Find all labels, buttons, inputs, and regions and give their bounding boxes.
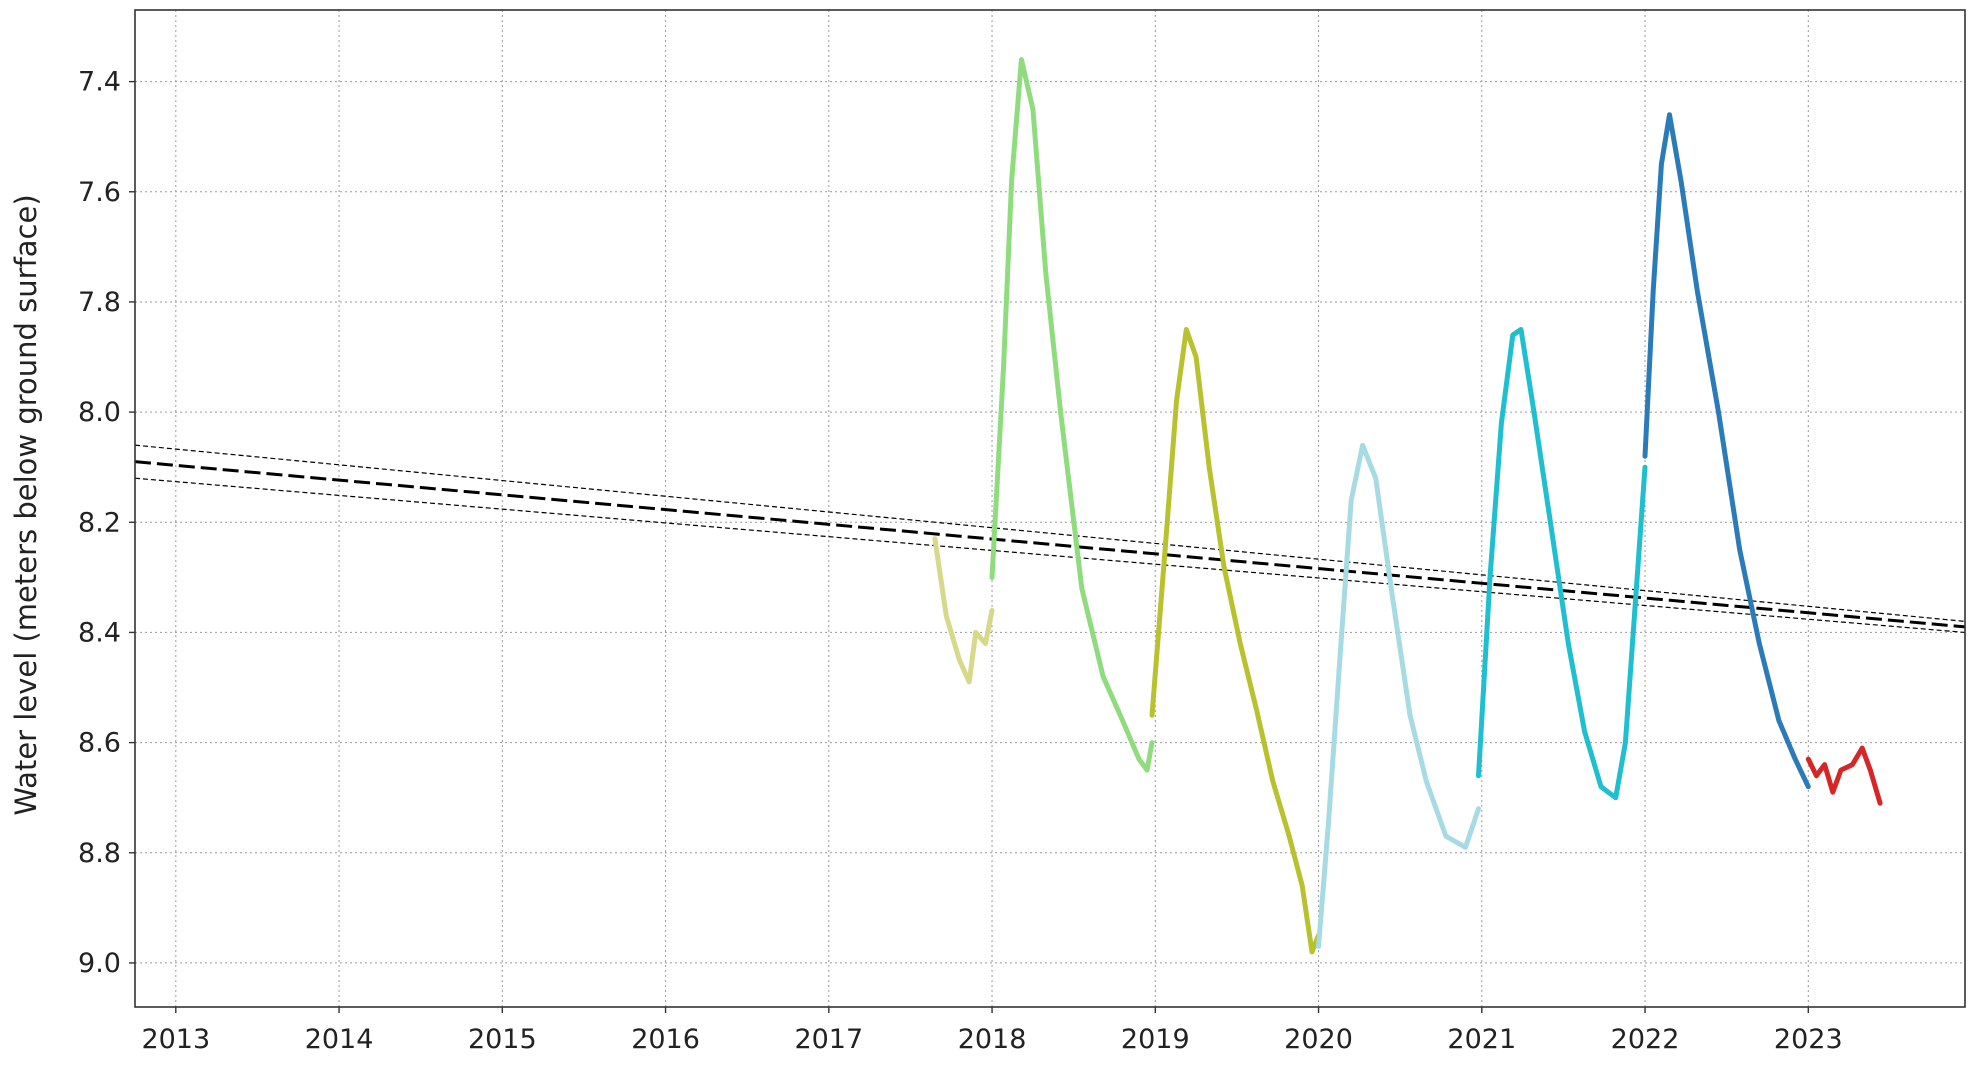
x-axis: 2013 2014 2015 2016 2017 2018 2019 2020 2021 2022… (141, 1007, 1843, 1055)
x-tick-label: 2023 (1774, 1024, 1843, 1055)
x-tick-label: 2015 (468, 1024, 537, 1055)
x-tick-label: 2019 (1121, 1024, 1190, 1055)
series-line-4 (1316, 442, 1481, 949)
confidence-line-upper (134, 444, 1966, 623)
x-tick-label: 2013 (141, 1024, 210, 1055)
y-tick-label: 9.0 (78, 948, 121, 979)
y-axis: 7.4 7.6 7.8 8.0 8.2 8.4 8.6 8.8 9.0 (78, 67, 135, 979)
x-tick-label: 2016 (631, 1024, 700, 1055)
y-tick-label: 8.2 (78, 507, 121, 538)
x-tick-label: 2018 (958, 1024, 1027, 1055)
series-line-5 (1476, 327, 1648, 801)
y-tick-label: 8.8 (78, 838, 121, 869)
y-tick-label: 8.4 (78, 617, 121, 648)
y-tick-label: 7.8 (78, 287, 121, 318)
series-group (932, 57, 1883, 955)
grid (135, 10, 1965, 1007)
x-tick-label: 2021 (1447, 1024, 1516, 1055)
plot-frame (134, 9, 1966, 1008)
series-line-6 (1642, 112, 1811, 790)
y-tick-label: 8.0 (78, 397, 121, 428)
y-axis-title: Water level (meters below ground surface… (9, 194, 43, 815)
trend-line-group (134, 460, 1966, 629)
series-line-3 (1149, 327, 1321, 955)
series-line-2 (989, 57, 1155, 773)
x-tick-label: 2022 (1611, 1024, 1680, 1055)
y-tick-label: 7.6 (78, 177, 121, 208)
x-tick-label: 2017 (794, 1024, 863, 1055)
confidence-line-lower (134, 477, 1966, 634)
trend-line (134, 460, 1966, 629)
series-line-7 (1805, 745, 1883, 806)
x-tick-label: 2014 (305, 1024, 374, 1055)
confidence-band (134, 444, 1966, 634)
y-tick-label: 8.6 (78, 728, 121, 759)
series-line-1 (932, 536, 995, 685)
x-tick-label: 2020 (1284, 1024, 1353, 1055)
y-tick-label: 7.4 (78, 67, 121, 98)
